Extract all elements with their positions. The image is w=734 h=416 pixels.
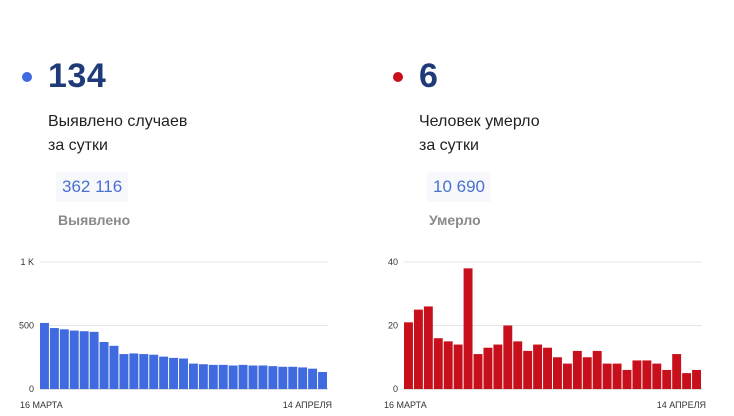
x-end-label: 14 АПРЕЛЯ	[657, 400, 706, 410]
bar	[572, 350, 582, 389]
cases-panel: 134 Выявлено случаев за сутки 362 116 Вы…	[19, 57, 332, 410]
bar	[288, 366, 298, 389]
y-tick-label: 500	[19, 321, 34, 331]
bar	[139, 354, 149, 389]
cases-daily-value: 134	[48, 57, 107, 95]
bar	[672, 354, 682, 389]
bar	[682, 373, 692, 389]
bar	[99, 342, 109, 389]
bar	[278, 366, 288, 389]
bar	[582, 357, 592, 389]
bar	[592, 350, 602, 389]
bar	[169, 357, 179, 389]
cases-caption-line1: Выявлено случаев	[48, 113, 188, 130]
deaths-caption-line2: за сутки	[419, 137, 479, 154]
deaths-panel: 6 Человек умерло за сутки 10 690 Умерло …	[367, 0, 734, 416]
y-tick-label: 1 K	[20, 257, 34, 267]
bar	[622, 369, 632, 389]
deaths-total: 10 690	[427, 172, 491, 202]
bar	[463, 268, 473, 389]
cases-caption-line2: за сутки	[48, 137, 108, 154]
deaths-dot-icon	[393, 72, 403, 82]
bar	[258, 365, 268, 389]
y-tick-label: 0	[393, 384, 398, 394]
cases-bar-chart: 0 500 1 K 16 МАРТА 14 АПРЕЛЯ	[19, 257, 332, 410]
y-tick-label: 0	[29, 384, 34, 394]
x-start-label: 16 МАРТА	[384, 400, 427, 410]
bar	[149, 354, 159, 389]
bar	[248, 365, 258, 389]
bar	[562, 363, 572, 389]
bar	[298, 367, 308, 389]
x-start-label: 16 МАРТА	[20, 400, 63, 410]
bar	[423, 306, 433, 389]
bar	[493, 344, 503, 389]
cases-total: 362 116	[56, 172, 129, 202]
bar	[59, 329, 69, 389]
bar	[523, 350, 533, 389]
bar	[602, 363, 612, 389]
bar	[159, 356, 169, 389]
deaths-caption: Человек умерло за сутки	[419, 110, 639, 158]
bar	[513, 341, 523, 389]
deaths-daily-value: 6	[419, 57, 439, 95]
bar	[473, 354, 483, 389]
cases-total-label: Выявлено	[58, 212, 131, 228]
bar	[208, 364, 218, 389]
bar	[433, 338, 443, 389]
cases-caption: Выявлено случаев за сутки	[48, 110, 268, 158]
bar	[129, 353, 139, 389]
bar	[483, 347, 493, 389]
bar	[188, 363, 198, 389]
bar	[443, 341, 453, 389]
bar	[632, 360, 642, 389]
bar	[40, 322, 49, 389]
bar	[413, 309, 423, 389]
bar	[228, 365, 238, 389]
bar	[543, 347, 552, 389]
bar	[652, 363, 662, 389]
deaths-caption-line1: Человек умерло	[419, 113, 540, 130]
bar	[198, 364, 208, 389]
bar	[69, 330, 79, 389]
bar	[109, 345, 119, 389]
bar	[692, 369, 701, 389]
y-tick-label: 40	[388, 257, 398, 267]
bar	[553, 357, 562, 389]
x-end-label: 14 АПРЕЛЯ	[283, 400, 332, 410]
bar	[268, 366, 278, 389]
bar	[308, 368, 318, 389]
bar	[218, 364, 228, 389]
cases-dot-icon	[22, 72, 32, 82]
bar	[662, 369, 672, 389]
bar	[49, 328, 59, 389]
bar	[533, 344, 543, 389]
bar	[612, 363, 622, 389]
bar	[503, 325, 513, 389]
y-tick-label: 20	[388, 321, 398, 331]
deaths-total-label: Умерло	[429, 212, 481, 228]
bar	[179, 358, 188, 389]
bar	[89, 331, 99, 389]
bar	[642, 360, 652, 389]
deaths-bar-chart: 0 20 40 16 МАРТА 14 АПРЕЛЯ	[384, 257, 706, 410]
bar	[79, 331, 89, 389]
bar	[404, 322, 413, 389]
bar	[119, 354, 129, 389]
bar	[238, 364, 248, 389]
bar	[453, 344, 463, 389]
bar	[318, 371, 327, 389]
